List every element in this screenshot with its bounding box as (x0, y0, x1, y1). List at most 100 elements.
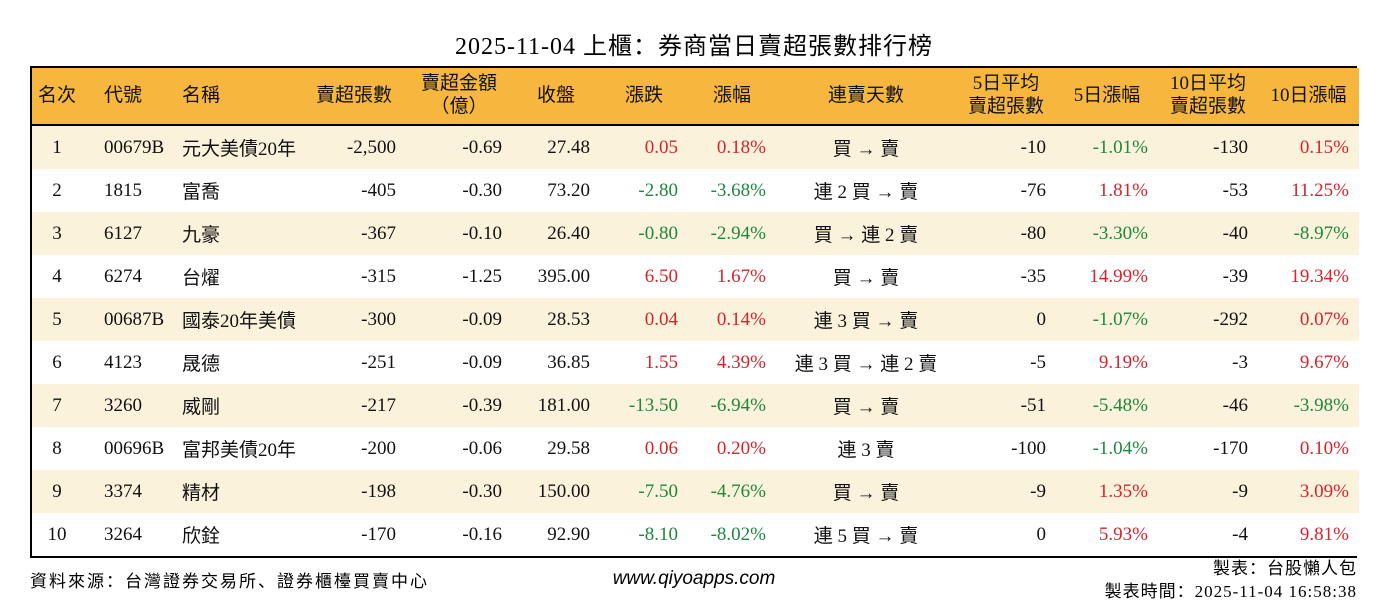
cell-avg10: -46 (1222, 394, 1248, 416)
cell-rank: 6 (52, 351, 62, 373)
cell-name: 台燿 (182, 268, 221, 289)
cell-streak: 買 → 賣 (832, 268, 900, 289)
cell-avg5: 0 (1036, 308, 1047, 330)
cell-pct5: 1.35% (1098, 480, 1148, 502)
cell-code: 6127 (104, 222, 142, 244)
ranking-table-container: 名次 代號 名稱 賣超張數 賣超金額 （億） 收盤 漲跌 漲幅 連賣天數 5日平均 賣超張數 5日漲… (30, 66, 1359, 558)
table-body: 1 00679B 元大美債20年 -2,500 -0.69 27.48 0.05 0.18% 買… (32, 125, 1359, 556)
cell-sell_volume: -315 (361, 265, 396, 287)
table-row: 4 6274 台燿 -315 -1.25 395.00 6.50 1.67% 買 → 賣 -35 1… (32, 255, 1359, 298)
made-at-line: 製表時間：2025-11-04 16:58:38 (1104, 582, 1357, 601)
cell-rank: 5 (52, 308, 62, 330)
cell-close: 28.53 (547, 308, 590, 330)
cell-sell_amount: -0.30 (462, 480, 502, 502)
cell-pct5: -1.04% (1092, 437, 1148, 459)
cell-sell_amount: -0.16 (462, 523, 502, 545)
cell-streak: 買 → 賣 (832, 139, 900, 160)
cell-change: 0.04 (644, 308, 678, 330)
maker-line: 製表：台股懶人包 (1213, 559, 1357, 578)
cell-name: 富邦美債20年 (182, 440, 297, 461)
cell-rank: 2 (52, 179, 62, 201)
column-header-pct5: 5日漲幅 (1056, 68, 1158, 126)
cell-sell_amount: -1.25 (462, 265, 502, 287)
cell-pct5: 9.19% (1098, 351, 1148, 373)
table-row: 2 1815 富喬 -405 -0.30 73.20 -2.80 -3.68% 連 2 買 → … (32, 169, 1359, 212)
column-header-change: 漲跌 (600, 68, 688, 126)
table-row: 10 3264 欣銓 -170 -0.16 92.90 -8.10 -8.02% 連 5 買 →… (32, 513, 1359, 556)
cell-name: 威剛 (182, 397, 221, 418)
cell-name: 精材 (182, 483, 221, 504)
cell-avg10: -292 (1213, 308, 1248, 330)
cell-avg10: -170 (1213, 437, 1248, 459)
cell-rank: 9 (52, 480, 62, 502)
cell-rank: 3 (52, 222, 62, 244)
cell-change: -7.50 (638, 480, 678, 502)
cell-avg5: -51 (1020, 394, 1046, 416)
cell-rank: 4 (52, 265, 62, 287)
table-header: 名次 代號 名稱 賣超張數 賣超金額 （億） 收盤 漲跌 漲幅 連賣天數 5日平均 賣超張數 5日漲… (32, 68, 1359, 126)
cell-change: -8.10 (638, 523, 678, 545)
column-header-close: 收盤 (512, 68, 600, 126)
column-header-code: 代號 (82, 68, 164, 126)
table-row: 1 00679B 元大美債20年 -2,500 -0.69 27.48 0.05 0.18% 買… (32, 125, 1359, 169)
column-header-sell_amount: 賣超金額 （億） (406, 68, 512, 126)
cell-avg10: -9 (1232, 480, 1248, 502)
cell-sell_volume: -198 (361, 480, 396, 502)
cell-avg10: -53 (1222, 179, 1248, 201)
cell-rank: 7 (52, 394, 62, 416)
cell-code: 3374 (104, 480, 142, 502)
table-row: 7 3260 威剛 -217 -0.39 181.00 -13.50 -6.94% 買 → 賣 -… (32, 384, 1359, 427)
cell-change: 0.05 (644, 136, 678, 158)
cell-change: 6.50 (644, 265, 678, 287)
cell-streak: 連 5 買 → 賣 (813, 526, 919, 547)
cell-name: 富喬 (182, 182, 221, 203)
cell-pct10: 9.81% (1299, 523, 1349, 545)
cell-name: 元大美債20年 (182, 139, 297, 160)
column-header-change_pct: 漲幅 (688, 68, 776, 126)
cell-sell_volume: -200 (361, 437, 396, 459)
column-header-pct10: 10日漲幅 (1258, 68, 1359, 126)
table-row: 3 6127 九豪 -367 -0.10 26.40 -0.80 -2.94% 買 → 連 2 … (32, 212, 1359, 255)
cell-name: 國泰20年美債 (182, 311, 297, 332)
cell-close: 26.40 (547, 222, 590, 244)
cell-pct10: -3.98% (1293, 394, 1349, 416)
cell-avg10: -39 (1222, 265, 1248, 287)
cell-rank: 8 (52, 437, 62, 459)
cell-pct5: -1.01% (1092, 136, 1148, 158)
cell-sell_amount: -0.09 (462, 308, 502, 330)
cell-close: 150.00 (537, 480, 590, 502)
cell-sell_volume: -217 (361, 394, 396, 416)
cell-change_pct: -2.94% (710, 222, 766, 244)
cell-pct10: 0.10% (1299, 437, 1349, 459)
cell-avg5: 0 (1036, 523, 1047, 545)
cell-change: -13.50 (628, 394, 678, 416)
cell-streak: 連 3 買 → 連 2 賣 (794, 354, 938, 375)
cell-pct5: -1.07% (1092, 308, 1148, 330)
cell-streak: 連 3 賣 (837, 440, 895, 461)
cell-pct10: 11.25% (1291, 179, 1349, 201)
cell-pct5: 1.81% (1098, 179, 1148, 201)
column-header-streak: 連賣天數 (776, 68, 956, 126)
column-header-avg5: 5日平均 賣超張數 (956, 68, 1056, 126)
cell-code: 6274 (104, 265, 142, 287)
cell-pct5: 14.99% (1089, 265, 1148, 287)
cell-streak: 買 → 賣 (832, 483, 900, 504)
column-header-avg10: 10日平均 賣超張數 (1158, 68, 1258, 126)
cell-pct10: 9.67% (1299, 351, 1349, 373)
column-header-name: 名稱 (164, 68, 302, 126)
cell-close: 27.48 (547, 136, 590, 158)
cell-streak: 連 3 買 → 賣 (813, 311, 919, 332)
cell-close: 92.90 (547, 523, 590, 545)
cell-avg5: -9 (1030, 480, 1046, 502)
cell-change: -2.80 (638, 179, 678, 201)
cell-pct10: 0.15% (1299, 136, 1349, 158)
cell-pct10: 19.34% (1290, 265, 1349, 287)
cell-change_pct: -3.68% (710, 179, 766, 201)
cell-sell_amount: -0.10 (462, 222, 502, 244)
cell-sell_amount: -0.69 (462, 136, 502, 158)
cell-pct10: 0.07% (1299, 308, 1349, 330)
data-source-note: 資料來源：台灣證券交易所、證券櫃檯買賣中心 (30, 572, 429, 591)
cell-pct5: -5.48% (1092, 394, 1148, 416)
website-url: www.qiyoapps.com (612, 568, 776, 589)
ranking-table: 名次 代號 名稱 賣超張數 賣超金額 （億） 收盤 漲跌 漲幅 連賣天數 5日平均 賣超張數 5日漲… (32, 68, 1359, 556)
